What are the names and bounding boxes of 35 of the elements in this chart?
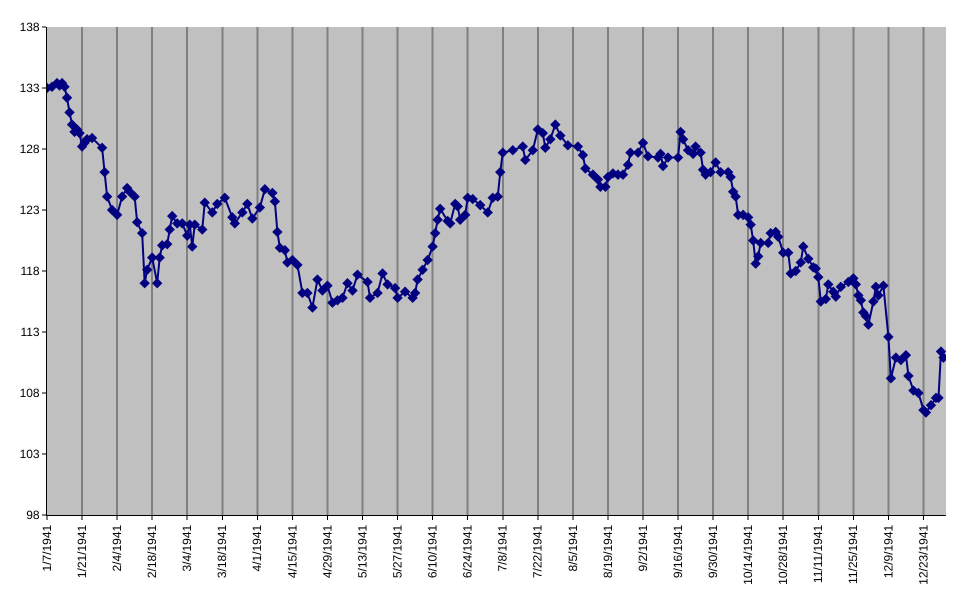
x-tick-label: 1/7/1941 [40,524,54,572]
x-tick-label: 9/16/1941 [670,524,685,578]
x-tick-label: 8/19/1941 [600,524,615,578]
x-tick-label: 7/22/1941 [530,524,545,578]
x-tick-label: 12/23/1941 [916,524,930,585]
x-tick-label: 2/4/1941 [110,524,124,572]
x-tick-label: 5/13/1941 [355,524,370,578]
x-tick-label: 5/27/1941 [390,524,404,578]
y-tick-label: 128 [20,142,40,156]
y-tick-label: 123 [20,203,40,218]
x-tick-label: 10/14/1941 [741,524,756,585]
x-tick-label: 6/10/1941 [426,524,440,578]
x-tick-label: 4/1/1941 [250,524,264,572]
y-tick-label: 103 [20,447,40,462]
y-tick-label: 98 [26,508,40,522]
x-tick-label: 2/18/1941 [145,524,160,578]
y-tick-label: 133 [20,81,40,96]
y-tick-label: 108 [20,386,40,400]
x-tick-label: 12/9/1941 [881,524,896,578]
y-tick-label: 118 [20,264,40,278]
x-tick-label: 9/30/1941 [706,524,720,578]
x-tick-label: 4/29/1941 [320,524,334,578]
x-tick-label: 3/4/1941 [180,524,194,572]
x-tick-label: 11/11/1941 [811,524,826,584]
y-tick-label: 113 [20,325,40,340]
x-tick-label: 8/5/1941 [566,524,580,572]
x-tick-label: 4/15/1941 [285,524,300,578]
x-tick-label: 6/24/1941 [460,524,475,578]
x-tick-label: 11/25/1941 [846,524,860,584]
x-tick-label: 10/28/1941 [776,524,790,585]
y-tick-label: 138 [20,20,40,34]
x-tick-label: 3/18/1941 [215,524,230,578]
x-tick-label: 7/8/1941 [496,524,510,572]
x-tick-label: 1/21/1941 [74,524,89,578]
x-tick-label: 9/2/1941 [636,524,650,572]
